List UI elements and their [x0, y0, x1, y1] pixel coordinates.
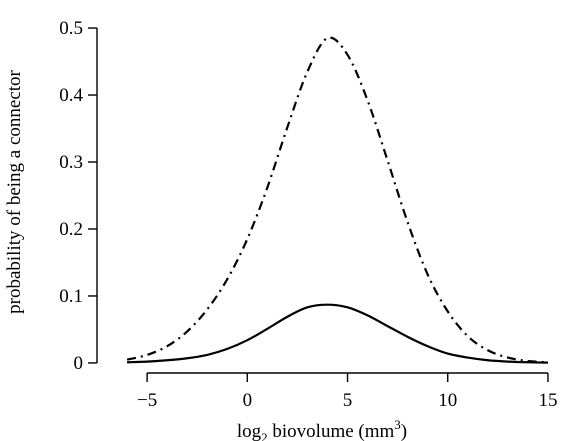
y-tick-label: 0.5 [59, 18, 83, 39]
axes [96, 28, 548, 374]
y-tick-label: 0.2 [59, 219, 83, 240]
series-layer [126, 36, 549, 364]
x-tick-label: 15 [538, 390, 557, 411]
x-axis-title: log2 biovolume (mm3) [237, 417, 407, 441]
x-tick-label: 0 [243, 390, 253, 411]
x-tick-label: 10 [438, 390, 457, 411]
x-tick-label: −5 [137, 390, 157, 411]
y-tick-label: 0.1 [59, 286, 83, 307]
series-line-dash-dot [126, 36, 549, 364]
x-axis-title-subscript: 2 [261, 430, 268, 441]
y-tick-label: 0.4 [59, 85, 83, 106]
x-axis-title-main: biovolume (mm [268, 421, 395, 441]
x-ticks: −5 0 5 10 15 [137, 373, 557, 411]
series-line-solid [127, 303, 548, 364]
y-axis-title: probability of being a connector [4, 69, 25, 313]
x-axis-title-suffix: ) [401, 421, 407, 441]
x-axis-title-superscript: 3 [394, 417, 401, 432]
x-axis-title-prefix: log [237, 421, 262, 441]
y-tick-label: 0.3 [59, 152, 83, 173]
y-tick-label: 0 [74, 353, 84, 374]
y-ticks: 0 0.1 0.2 0.3 0.4 0.5 [59, 18, 97, 374]
x-tick-label: 5 [343, 390, 353, 411]
